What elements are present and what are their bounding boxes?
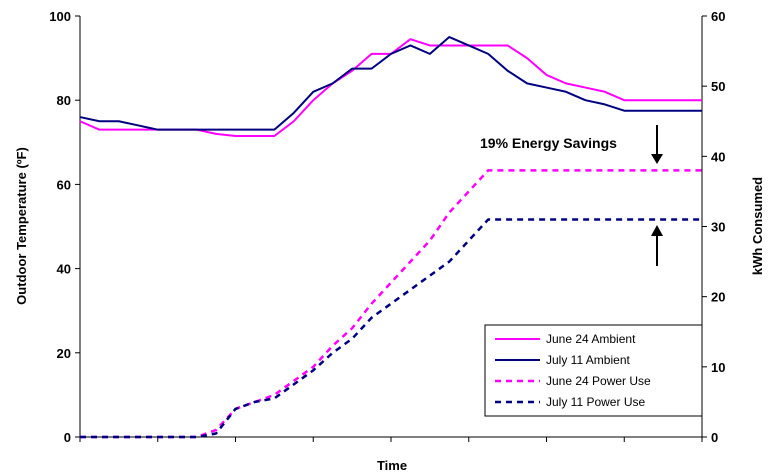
right-y-tick-label: 30 xyxy=(711,220,725,235)
left-y-tick-label: 100 xyxy=(49,9,71,24)
left-y-tick-label: 60 xyxy=(57,177,71,192)
x-axis-title: Time xyxy=(377,458,407,473)
up-arrow-head-icon xyxy=(651,225,663,236)
series-layer xyxy=(79,36,702,439)
energy-savings-annotation: 19% Energy Savings xyxy=(480,125,663,266)
left-y-tick-label: 20 xyxy=(57,346,71,361)
right-y-tick-label: 0 xyxy=(711,430,718,445)
energy-savings-label: 19% Energy Savings xyxy=(480,135,617,151)
right-y-tick-label: 60 xyxy=(711,9,725,24)
series-line-2 xyxy=(79,36,702,131)
left-y-tick-label: 80 xyxy=(57,93,71,108)
right-y-tick-label: 50 xyxy=(711,79,725,94)
right-y-tick-label: 10 xyxy=(711,360,725,375)
legend: June 24 Ambient July 11 Ambient June 24 Po… xyxy=(484,324,703,417)
right-y-tick-label: 40 xyxy=(711,149,725,164)
right-y-tick-label: 20 xyxy=(711,290,725,305)
series-line-4 xyxy=(80,218,702,439)
left-y-tick-label: 40 xyxy=(57,262,71,277)
legend-label: June 24 Power Use xyxy=(546,374,651,388)
right-y-axis-title: kWh Consumed xyxy=(750,177,765,275)
legend-label: July 11 Ambient xyxy=(546,353,630,367)
left-y-axis-title: Outdoor Temperature (ºF) xyxy=(14,147,29,305)
left-y-tick-label: 0 xyxy=(64,430,71,445)
down-arrow-head-icon xyxy=(651,154,663,164)
legend-label: June 24 Ambient xyxy=(546,332,636,346)
legend-label: July 11 Power Use xyxy=(546,395,645,409)
